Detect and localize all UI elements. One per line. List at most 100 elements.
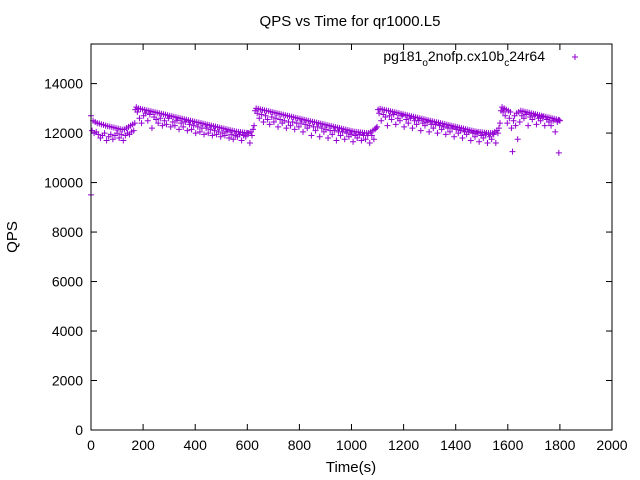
data-point <box>186 121 193 128</box>
legend-label-subscript-2: c <box>504 58 509 69</box>
data-point <box>306 122 313 129</box>
data-point <box>300 128 307 135</box>
data-point <box>118 131 125 138</box>
data-point <box>95 131 102 138</box>
data-point <box>354 135 361 142</box>
data-point <box>266 121 273 128</box>
data-point <box>366 139 373 146</box>
data-point <box>329 131 336 138</box>
data-point <box>209 132 216 139</box>
data-point <box>378 117 385 124</box>
data-point <box>509 148 516 155</box>
data-point <box>467 137 474 144</box>
plot-frame <box>90 43 613 431</box>
data-point <box>537 117 544 124</box>
y-tick-label: 10000 <box>44 175 83 191</box>
data-point <box>494 130 501 137</box>
data-point <box>287 122 294 129</box>
y-tick-label: 0 <box>75 422 83 438</box>
data-point <box>201 131 208 138</box>
data-point <box>409 125 416 132</box>
y-tick-label: 4000 <box>52 323 83 339</box>
x-tick-label: 600 <box>236 437 260 453</box>
data-point <box>500 109 507 116</box>
x-tick-label: 1000 <box>336 437 367 453</box>
data-point <box>211 127 218 134</box>
data-point <box>350 138 357 145</box>
data-point <box>116 135 123 142</box>
x-tick-label: 1200 <box>388 437 419 453</box>
x-tick-label: 400 <box>184 437 208 453</box>
data-point <box>322 126 329 133</box>
legend: pg181o2nofp.cx10bc24r64 <box>383 48 578 69</box>
data-point <box>525 122 532 129</box>
data-point <box>401 123 408 130</box>
legend-marker <box>572 54 578 60</box>
data-point <box>161 117 168 124</box>
data-point <box>388 116 395 123</box>
x-tick-label: 1800 <box>544 437 575 453</box>
data-point <box>382 113 389 120</box>
data-point <box>192 130 199 137</box>
data-point <box>153 116 160 123</box>
data-point <box>196 128 203 135</box>
legend-label-subscript-1: o <box>422 58 428 69</box>
data-point <box>295 123 302 130</box>
data-point <box>246 139 253 146</box>
data-point <box>376 110 383 117</box>
data-point <box>421 122 428 129</box>
data-point <box>512 122 519 129</box>
data-point <box>176 126 183 133</box>
data-point <box>508 125 515 132</box>
data-point <box>251 122 258 129</box>
data-point <box>270 118 277 125</box>
legend-label-part-2: 2nofp.cx10b <box>428 48 504 64</box>
data-point <box>529 116 536 123</box>
data-point <box>556 117 563 124</box>
data-point <box>203 125 210 132</box>
data-point <box>228 131 235 138</box>
data-point <box>283 125 290 132</box>
data-point <box>277 116 284 123</box>
data-point <box>258 111 265 118</box>
data-point <box>114 130 121 137</box>
data-point <box>331 127 338 134</box>
data-point <box>430 125 437 132</box>
data-point <box>254 110 261 117</box>
x-axis-title: Time(s) <box>326 459 376 476</box>
data-point <box>101 130 108 137</box>
data-point <box>396 117 403 124</box>
data-point <box>325 135 332 142</box>
data-point <box>215 128 222 135</box>
data-point <box>480 135 487 142</box>
data-point <box>333 137 340 144</box>
data-point <box>484 139 491 146</box>
data-point <box>131 120 138 127</box>
data-point <box>190 122 197 129</box>
data-point <box>291 126 298 133</box>
data-point <box>446 128 453 135</box>
data-point <box>171 122 178 129</box>
data-point <box>339 128 346 135</box>
data-point <box>130 127 137 134</box>
data-point <box>178 120 185 127</box>
data-point <box>226 135 233 142</box>
x-tick-label: 800 <box>288 437 312 453</box>
data-point <box>516 118 523 125</box>
data-point <box>230 136 237 143</box>
data-point <box>146 111 153 118</box>
data-point <box>136 115 143 122</box>
data-point <box>134 109 141 116</box>
data-point <box>552 128 559 135</box>
data-point <box>312 127 319 134</box>
data-point <box>289 118 296 125</box>
data-point <box>531 112 538 119</box>
legend-label-part-3: 24r64 <box>509 48 545 64</box>
data-point <box>370 136 377 143</box>
data-point <box>555 149 562 156</box>
x-tick-label: 1600 <box>492 437 523 453</box>
x-tick-label: 2000 <box>596 437 627 453</box>
data-point <box>173 117 180 124</box>
data-point <box>159 122 166 129</box>
x-tick-label: 1400 <box>440 437 471 453</box>
